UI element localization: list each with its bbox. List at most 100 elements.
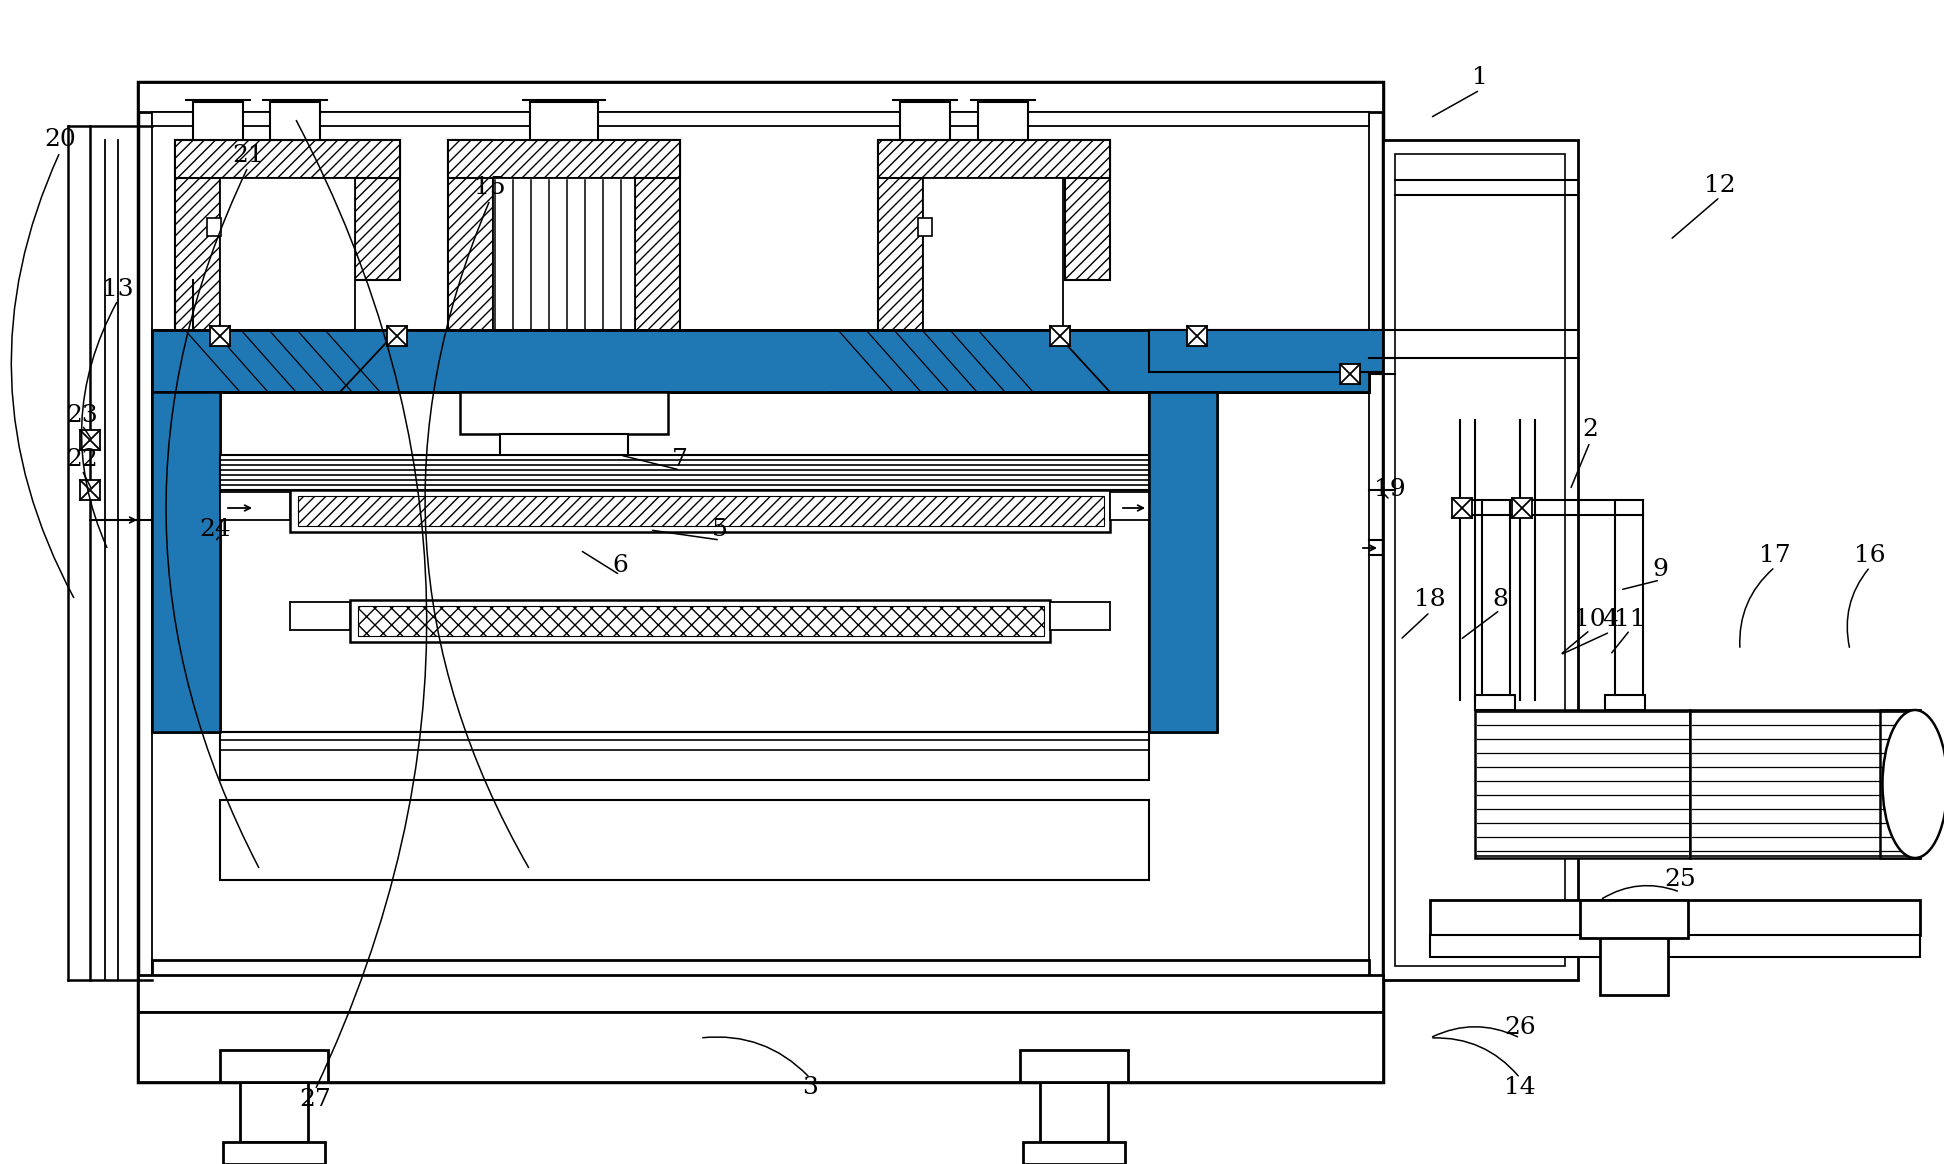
Bar <box>1149 331 1382 372</box>
Text: 11: 11 <box>1614 609 1647 632</box>
Bar <box>1431 900 1921 935</box>
Bar <box>80 430 99 450</box>
Bar <box>350 599 1050 643</box>
Bar <box>1149 392 1217 732</box>
Bar <box>548 388 579 410</box>
Bar <box>1452 498 1472 518</box>
Text: 1: 1 <box>1472 66 1487 90</box>
Bar <box>220 178 356 340</box>
Bar <box>152 392 220 732</box>
Bar <box>923 178 1063 340</box>
Bar <box>1382 140 1579 980</box>
Text: 23: 23 <box>66 404 97 426</box>
Bar <box>387 326 406 346</box>
Text: 14: 14 <box>1505 1077 1536 1100</box>
Bar <box>1431 935 1921 957</box>
Bar <box>1149 331 1382 372</box>
Bar <box>220 800 1149 880</box>
Ellipse shape <box>1882 710 1944 858</box>
Bar <box>1475 710 1689 858</box>
Bar <box>220 455 1149 490</box>
Bar <box>1040 1083 1108 1142</box>
Bar <box>152 960 1369 1012</box>
Bar <box>270 102 321 140</box>
Text: 8: 8 <box>1493 589 1509 611</box>
Bar <box>978 102 1028 140</box>
Text: 7: 7 <box>673 448 688 471</box>
Text: 22: 22 <box>66 448 97 471</box>
Bar <box>1512 498 1532 518</box>
Text: 19: 19 <box>1374 478 1406 502</box>
Text: 2: 2 <box>1582 419 1598 441</box>
Text: 20: 20 <box>45 128 76 151</box>
Bar <box>447 140 494 340</box>
Bar <box>175 140 400 178</box>
Bar <box>918 218 931 236</box>
Bar <box>554 410 573 420</box>
Bar <box>358 606 1044 636</box>
Bar <box>239 1083 307 1142</box>
Text: 21: 21 <box>231 143 264 166</box>
Bar <box>220 392 1149 732</box>
Text: 15: 15 <box>474 177 505 199</box>
Polygon shape <box>830 331 1110 392</box>
Text: 4: 4 <box>1602 609 1617 632</box>
Text: 5: 5 <box>712 518 727 541</box>
Text: 18: 18 <box>1413 589 1446 611</box>
Bar <box>152 331 1369 392</box>
Text: 26: 26 <box>1505 1016 1536 1039</box>
Bar <box>1188 326 1207 346</box>
Bar <box>1396 154 1565 966</box>
Bar <box>152 331 1369 392</box>
Text: 12: 12 <box>1705 173 1736 197</box>
Text: 24: 24 <box>198 518 231 541</box>
Bar <box>224 1142 325 1164</box>
Bar <box>879 140 1110 178</box>
Bar <box>138 1012 1382 1083</box>
Bar <box>1050 326 1069 346</box>
Bar <box>138 81 1382 112</box>
Bar <box>210 326 229 346</box>
Bar <box>1880 710 1921 858</box>
Polygon shape <box>175 331 399 392</box>
Bar <box>1065 140 1110 281</box>
Bar <box>1689 710 1921 858</box>
Text: 13: 13 <box>103 278 134 301</box>
Text: 17: 17 <box>1759 544 1790 567</box>
Bar <box>290 490 1110 532</box>
Bar <box>192 102 243 140</box>
Bar <box>152 392 220 732</box>
Text: 9: 9 <box>1652 559 1668 582</box>
Bar <box>1050 602 1110 630</box>
Bar <box>290 602 350 630</box>
Bar <box>461 392 669 434</box>
Bar <box>206 218 222 236</box>
Bar <box>152 112 1369 126</box>
Bar <box>138 975 1382 1012</box>
Bar <box>220 492 290 520</box>
Bar <box>80 480 99 501</box>
Bar <box>1339 364 1361 384</box>
Bar <box>636 140 680 340</box>
Bar <box>900 102 951 140</box>
Text: 10: 10 <box>1575 609 1606 632</box>
Bar <box>531 340 599 388</box>
Bar <box>531 102 599 140</box>
Bar <box>1023 1142 1126 1164</box>
Text: 25: 25 <box>1664 868 1695 892</box>
Bar <box>879 140 923 340</box>
Bar <box>297 496 1104 526</box>
Bar <box>500 434 628 456</box>
Bar <box>356 140 400 281</box>
Bar <box>494 178 636 340</box>
Bar <box>1600 935 1668 995</box>
Bar <box>220 732 1149 780</box>
Bar <box>1110 492 1149 520</box>
Bar <box>1580 900 1687 938</box>
Text: 3: 3 <box>803 1077 818 1100</box>
Text: 6: 6 <box>612 554 628 576</box>
Bar <box>447 140 680 178</box>
Bar <box>175 140 220 340</box>
Bar <box>1021 1050 1128 1083</box>
Bar <box>1475 695 1514 710</box>
